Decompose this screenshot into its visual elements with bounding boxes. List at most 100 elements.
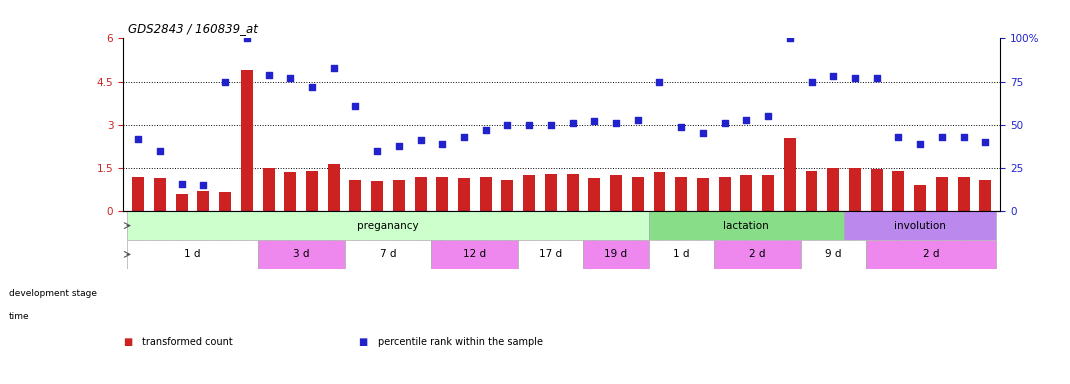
- Bar: [345, 240, 431, 269]
- Text: lactation: lactation: [723, 220, 769, 231]
- Point: [521, 122, 538, 128]
- Bar: [545, 174, 556, 211]
- Point: [912, 141, 929, 147]
- Text: ■: ■: [123, 337, 133, 347]
- Point: [694, 131, 712, 137]
- Point: [608, 120, 625, 126]
- Bar: [437, 177, 448, 211]
- Bar: [371, 181, 383, 211]
- Point: [781, 35, 798, 41]
- Text: 1 d: 1 d: [184, 249, 201, 260]
- Text: ■: ■: [358, 337, 368, 347]
- Point: [802, 79, 820, 85]
- Bar: [800, 240, 866, 269]
- Text: 2 d: 2 d: [749, 249, 765, 260]
- Bar: [648, 240, 714, 269]
- Bar: [306, 171, 318, 211]
- Point: [325, 65, 342, 71]
- Text: GDS2843 / 160839_at: GDS2843 / 160839_at: [128, 22, 258, 35]
- Point: [412, 137, 429, 144]
- Bar: [740, 175, 752, 211]
- Bar: [154, 178, 166, 211]
- Bar: [654, 172, 666, 211]
- Point: [846, 75, 863, 81]
- Bar: [198, 191, 210, 211]
- Text: time: time: [9, 312, 29, 321]
- Bar: [262, 168, 275, 211]
- Bar: [979, 180, 991, 211]
- Bar: [431, 240, 518, 269]
- Bar: [285, 172, 296, 211]
- Bar: [784, 138, 796, 211]
- Bar: [458, 178, 470, 211]
- Bar: [127, 211, 648, 240]
- Text: preganancy: preganancy: [357, 220, 418, 231]
- Bar: [327, 164, 339, 211]
- Bar: [350, 180, 362, 211]
- Bar: [133, 177, 144, 211]
- Point: [933, 134, 950, 140]
- Point: [347, 103, 364, 109]
- Point: [738, 117, 755, 123]
- Bar: [393, 180, 404, 211]
- Point: [281, 75, 299, 81]
- Bar: [241, 70, 253, 211]
- Point: [391, 142, 408, 149]
- Point: [825, 73, 842, 79]
- Bar: [523, 175, 535, 211]
- Point: [499, 122, 516, 128]
- Text: involution: involution: [895, 220, 946, 231]
- Text: percentile rank within the sample: percentile rank within the sample: [378, 337, 542, 347]
- Bar: [502, 180, 514, 211]
- Point: [433, 141, 450, 147]
- Point: [195, 182, 212, 189]
- Bar: [675, 177, 687, 211]
- Point: [673, 124, 690, 130]
- Bar: [258, 240, 345, 269]
- Bar: [567, 174, 579, 211]
- Point: [542, 122, 560, 128]
- Bar: [648, 211, 844, 240]
- Point: [216, 79, 233, 85]
- Bar: [479, 177, 492, 211]
- Point: [477, 127, 494, 133]
- Bar: [219, 192, 231, 211]
- Bar: [175, 194, 187, 211]
- Bar: [827, 168, 839, 211]
- Text: 12 d: 12 d: [463, 249, 487, 260]
- Bar: [631, 177, 644, 211]
- Bar: [849, 168, 861, 211]
- Bar: [583, 240, 648, 269]
- Point: [629, 117, 646, 123]
- Point: [651, 79, 668, 85]
- Text: 2 d: 2 d: [922, 249, 939, 260]
- Text: 19 d: 19 d: [605, 249, 628, 260]
- Bar: [588, 178, 600, 211]
- Bar: [610, 175, 622, 211]
- Bar: [871, 169, 883, 211]
- Text: 3 d: 3 d: [293, 249, 309, 260]
- Point: [868, 75, 885, 81]
- Bar: [844, 211, 996, 240]
- Point: [564, 120, 581, 126]
- Bar: [714, 240, 800, 269]
- Text: 7 d: 7 d: [380, 249, 396, 260]
- Point: [585, 118, 602, 124]
- Point: [304, 84, 321, 90]
- Point: [977, 139, 994, 145]
- Bar: [414, 177, 427, 211]
- Point: [456, 134, 473, 140]
- Point: [152, 148, 169, 154]
- Text: 1 d: 1 d: [673, 249, 689, 260]
- Bar: [866, 240, 996, 269]
- Bar: [762, 175, 774, 211]
- Point: [173, 180, 190, 187]
- Point: [368, 148, 385, 154]
- Point: [129, 136, 147, 142]
- Bar: [806, 171, 817, 211]
- Point: [716, 120, 733, 126]
- Point: [260, 71, 277, 78]
- Bar: [719, 177, 731, 211]
- Text: development stage: development stage: [9, 289, 96, 298]
- Bar: [127, 240, 258, 269]
